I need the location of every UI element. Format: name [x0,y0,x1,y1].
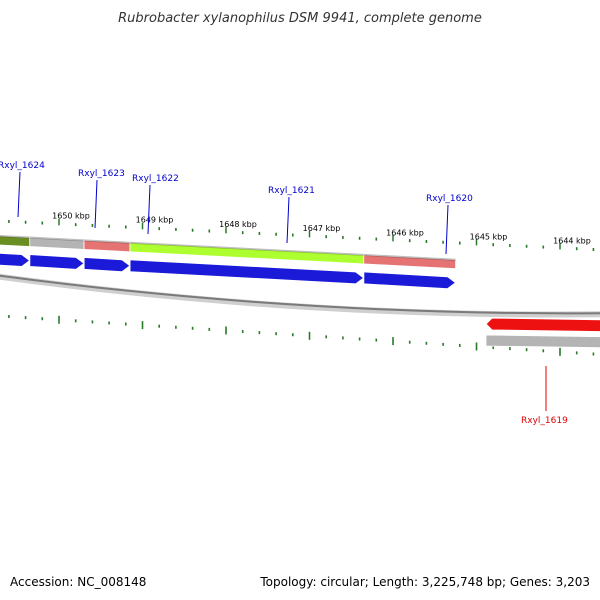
kbp-label: 1650 kbp [52,212,90,221]
outer-tick-marks [8,218,595,251]
kbp-label: 1645 kbp [470,232,508,241]
cds-arrow-rxyl_1619[interactable] [485,317,600,333]
category-band-edge [83,239,131,244]
cds-arrows [0,251,600,333]
category-band-edge [0,234,30,239]
gene-labels: Rxyl_1624 Rxyl_1623 Rxyl_1622 Rxyl_1621 Rxyl… [0,161,568,426]
gene-label-rxyl_1619[interactable]: Rxyl_1619 [521,416,568,426]
gene-label-leader [17,171,21,218]
inner-tick-marks [8,315,595,356]
genome-backbone-line [0,274,600,315]
accession-text: Accession: NC_008148 [10,575,146,589]
category-band-rxyl_1620 [363,254,457,270]
gene-category-bands [0,234,600,349]
gene-label-leader [147,184,151,235]
cds-arrow-rxyl_1621[interactable] [129,259,365,285]
gene-label-leader [286,196,290,244]
gene-label-rxyl_1624[interactable]: Rxyl_1624 [0,161,45,171]
kbp-label: 1646 kbp [386,228,424,237]
kbp-scale-labels: 1650 kbp 1649 kbp 1648 kbp 1647 kbp 1646 kbp… [52,212,591,246]
kbp-label: 1649 kbp [136,216,174,225]
gene-label-rxyl_1621[interactable]: Rxyl_1621 [268,186,315,196]
kbp-label: 1648 kbp [219,220,257,229]
gene-label-rxyl_1623[interactable]: Rxyl_1623 [78,169,125,179]
genome-backbone [0,273,600,318]
gene-label-rxyl_1622[interactable]: Rxyl_1622 [132,174,179,184]
genome-summary-text: Topology: circular; Length: 3,225,748 bp… [259,575,590,589]
category-band-edge [363,253,456,261]
cds-arrow-rxyl_1624[interactable] [0,251,31,268]
cds-arrow-rxyl_1623[interactable] [29,254,85,270]
category-band-edge [29,236,85,242]
category-band-rxyl_1619 [485,334,600,349]
cds-arrow-rxyl_1620[interactable] [363,271,457,290]
gene-label-leader [94,179,98,229]
kbp-label: 1644 kbp [553,237,591,246]
kbp-label: 1647 kbp [303,224,341,233]
map-title: Rubrobacter xylanophilus DSM 9941, compl… [118,11,482,26]
gene-label-rxyl_1620[interactable]: Rxyl_1620 [426,194,473,204]
category-band-edge [129,241,364,256]
gene-label-leader [445,204,449,255]
cds-arrow-rxyl_1622[interactable] [83,256,131,273]
